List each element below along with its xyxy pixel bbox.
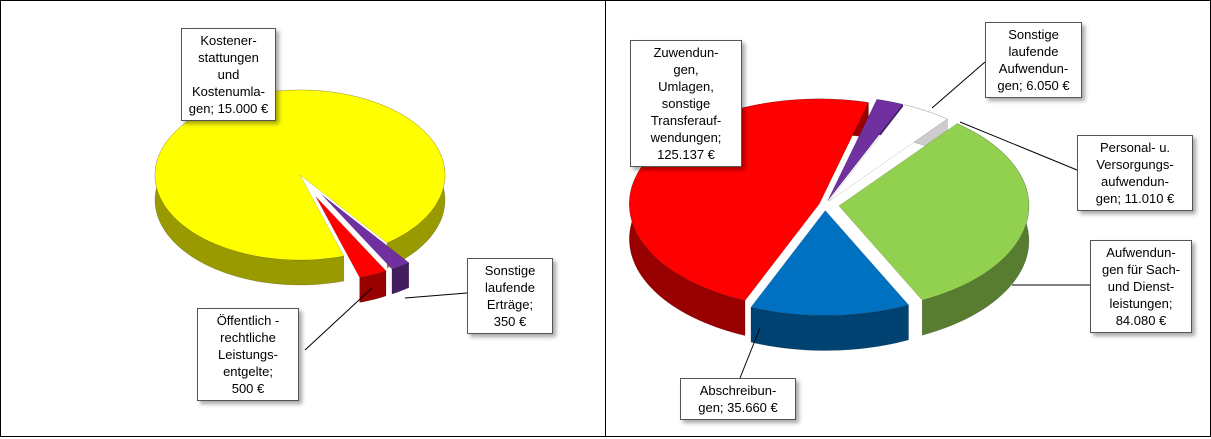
leader-line bbox=[739, 327, 761, 379]
slice-side bbox=[154, 89, 446, 286]
data-label: Sonstige laufende Erträge; 350 € bbox=[467, 258, 553, 334]
data-label: Personal- u. Versorgungs- aufwendun- gen… bbox=[1077, 135, 1193, 211]
data-label: Abschreibun- gen; 35.660 € bbox=[680, 378, 796, 420]
data-label: Öffentlich - rechtliche Leistungs- entge… bbox=[197, 308, 299, 401]
data-label: Aufwendun- gen für Sach- und Dienst- lei… bbox=[1090, 240, 1192, 333]
slice bbox=[750, 210, 909, 316]
slice bbox=[838, 123, 1030, 301]
leader-line bbox=[404, 292, 468, 299]
leader-line bbox=[931, 61, 986, 109]
data-label: Zuwendun- gen, Umlagen, sonstige Transfe… bbox=[630, 40, 742, 167]
slice bbox=[315, 196, 387, 278]
slice bbox=[828, 104, 948, 202]
data-label: Sonstige laufende Aufwendun- gen; 6.050 … bbox=[985, 22, 1082, 98]
slice bbox=[827, 99, 904, 201]
slice bbox=[321, 194, 410, 270]
data-label: Kostener- stattungen und Kostenumla- gen… bbox=[181, 28, 276, 121]
leader-line bbox=[959, 121, 1078, 171]
leader-line bbox=[304, 287, 373, 351]
